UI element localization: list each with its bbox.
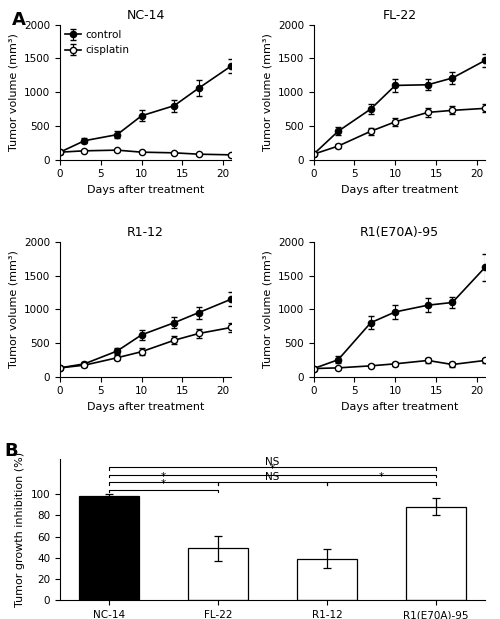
Text: NS: NS (266, 472, 280, 482)
X-axis label: Days after treatment: Days after treatment (87, 402, 204, 412)
Y-axis label: Tumor volume (mm³): Tumor volume (mm³) (8, 250, 18, 368)
Y-axis label: Tumor volume (mm³): Tumor volume (mm³) (262, 33, 272, 151)
Text: *: * (161, 472, 166, 482)
Legend: control, cisplatin: control, cisplatin (65, 30, 129, 55)
X-axis label: Days after treatment: Days after treatment (340, 402, 458, 412)
Title: NC-14: NC-14 (126, 9, 165, 22)
Bar (406, 507, 466, 600)
Text: NS: NS (266, 457, 280, 467)
Text: A: A (12, 11, 26, 29)
Text: *: * (379, 472, 384, 482)
X-axis label: Days after treatment: Days after treatment (87, 185, 204, 195)
Title: FL-22: FL-22 (382, 9, 416, 22)
Bar (80, 496, 139, 600)
Bar (188, 548, 248, 600)
Text: B: B (5, 442, 18, 460)
Text: *: * (161, 479, 166, 489)
Y-axis label: Tumor volume (mm³): Tumor volume (mm³) (8, 33, 18, 151)
X-axis label: Days after treatment: Days after treatment (340, 185, 458, 195)
Title: R1(E70A)-95: R1(E70A)-95 (360, 227, 439, 240)
Title: R1-12: R1-12 (127, 227, 164, 240)
Y-axis label: Tumor growth inhibition (%): Tumor growth inhibition (%) (15, 452, 25, 607)
Bar (297, 559, 357, 600)
Text: *: * (270, 464, 275, 474)
Y-axis label: Tumor volume (mm³): Tumor volume (mm³) (262, 250, 272, 368)
